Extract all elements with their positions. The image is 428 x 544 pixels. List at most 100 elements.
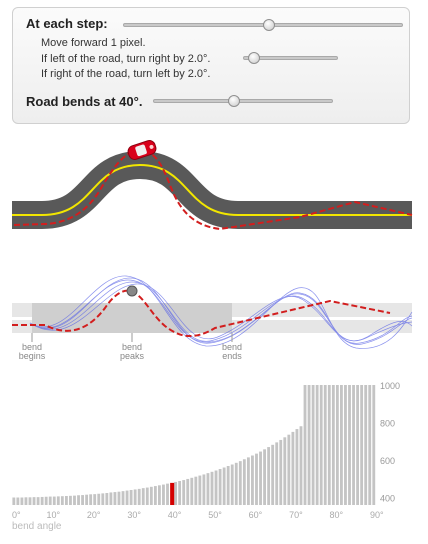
bar: [182, 480, 186, 505]
bend-begins-line2: begins: [19, 351, 46, 361]
bar: [214, 470, 218, 505]
bar: [311, 385, 315, 505]
bar: [36, 497, 40, 506]
bar: [198, 475, 202, 505]
bar: [242, 459, 246, 505]
bar: [77, 495, 80, 505]
bar: [125, 490, 129, 505]
bar: [222, 467, 226, 505]
bar: [48, 496, 52, 505]
bend-region: [32, 303, 232, 333]
x-tick-label: 20°: [87, 510, 101, 520]
bar: [372, 385, 376, 505]
bar: [202, 474, 206, 505]
bar: [299, 426, 303, 505]
x-axis-label: bend angle: [12, 521, 62, 532]
bar: [101, 493, 105, 506]
bend-ends-line1: bend: [222, 342, 242, 352]
bar: [69, 495, 72, 505]
x-tick-label: 50°: [208, 510, 222, 520]
bar: [323, 385, 327, 505]
bar: [340, 385, 343, 505]
x-tick-label: 0°: [12, 510, 21, 520]
bar: [121, 491, 125, 506]
bars-group: [12, 385, 376, 506]
bar: [166, 483, 169, 506]
bar: [238, 461, 242, 506]
bar: [109, 492, 113, 505]
bar: [344, 385, 347, 505]
bar: [287, 434, 291, 505]
x-tick-label: 70°: [289, 510, 303, 520]
bend-ends-line2: ends: [222, 351, 242, 361]
bend-begins-line1: bend: [22, 342, 42, 352]
bar: [52, 496, 56, 505]
step-heading: At each step:: [26, 16, 108, 31]
bar: [117, 491, 121, 505]
bar: [295, 429, 299, 505]
bar: [64, 496, 68, 505]
bar: [234, 462, 238, 505]
bar: [153, 486, 157, 505]
bar: [190, 477, 194, 505]
y-tick-label: 800: [380, 419, 395, 429]
bar: [259, 451, 262, 505]
bar: [158, 485, 161, 505]
bend-slider-handle[interactable]: [228, 95, 240, 107]
bar: [145, 487, 149, 505]
bar: [230, 464, 234, 505]
bar: [267, 447, 271, 505]
move-text: Move forward 1 pixel.: [41, 37, 146, 49]
bar: [271, 444, 275, 505]
y-tick-label: 400: [380, 494, 395, 504]
step-slider-handle[interactable]: [262, 19, 275, 31]
bar: [360, 385, 364, 505]
bar: [368, 385, 372, 505]
bar: [32, 497, 36, 506]
bar: [137, 488, 141, 506]
bar: [283, 437, 287, 505]
bar: [162, 484, 165, 505]
bar: [73, 495, 76, 506]
bar: [206, 473, 210, 506]
road-view: [12, 140, 413, 231]
bar: [352, 385, 355, 505]
x-tick-label: 10°: [46, 510, 60, 520]
bar: [291, 431, 295, 506]
bar: [186, 478, 190, 505]
bar: [348, 385, 351, 505]
bar: [113, 492, 117, 505]
bend-angle-chart: 400 600 800 1000 0° 10° 20° 30° 40° 50° 60° 70° 80°…: [12, 381, 400, 532]
bar: [89, 494, 93, 505]
bar: [194, 476, 198, 505]
y-ticks: 400 600 800 1000: [380, 381, 400, 504]
bend-heading: Road bends at 40°.: [26, 94, 143, 109]
x-ticks: 0° 10° 20° 30° 40° 50° 60° 70° 80° 90°: [12, 510, 384, 520]
left-rule-text: If left of the road, turn right by 2.0°.: [41, 53, 211, 65]
bar: [331, 385, 335, 505]
x-tick-label: 80°: [330, 510, 344, 520]
y-tick-label: 1000: [380, 381, 400, 391]
bend-slider-track[interactable]: [153, 99, 333, 103]
bar: [149, 486, 153, 505]
x-tick-label: 40°: [168, 510, 182, 520]
bar: [60, 496, 64, 505]
bar: [97, 493, 101, 505]
bar: [93, 494, 97, 506]
right-rule-text: If right of the road, turn left by 2.0°.: [41, 68, 211, 80]
car-icon: [127, 140, 157, 160]
x-tick-label: 30°: [127, 510, 141, 520]
car-marker-icon: [126, 285, 138, 297]
turn-slider-track[interactable]: [243, 56, 338, 60]
bar: [307, 385, 311, 505]
bar: [133, 489, 137, 505]
bar: [251, 455, 254, 505]
car-path: [13, 149, 413, 231]
turn-slider-handle[interactable]: [248, 52, 261, 64]
bar: [141, 488, 145, 506]
bar: [20, 497, 24, 505]
bar: [255, 453, 258, 506]
bar: [364, 385, 368, 505]
x-tick-label: 90°: [370, 510, 384, 520]
bar: [28, 497, 32, 505]
